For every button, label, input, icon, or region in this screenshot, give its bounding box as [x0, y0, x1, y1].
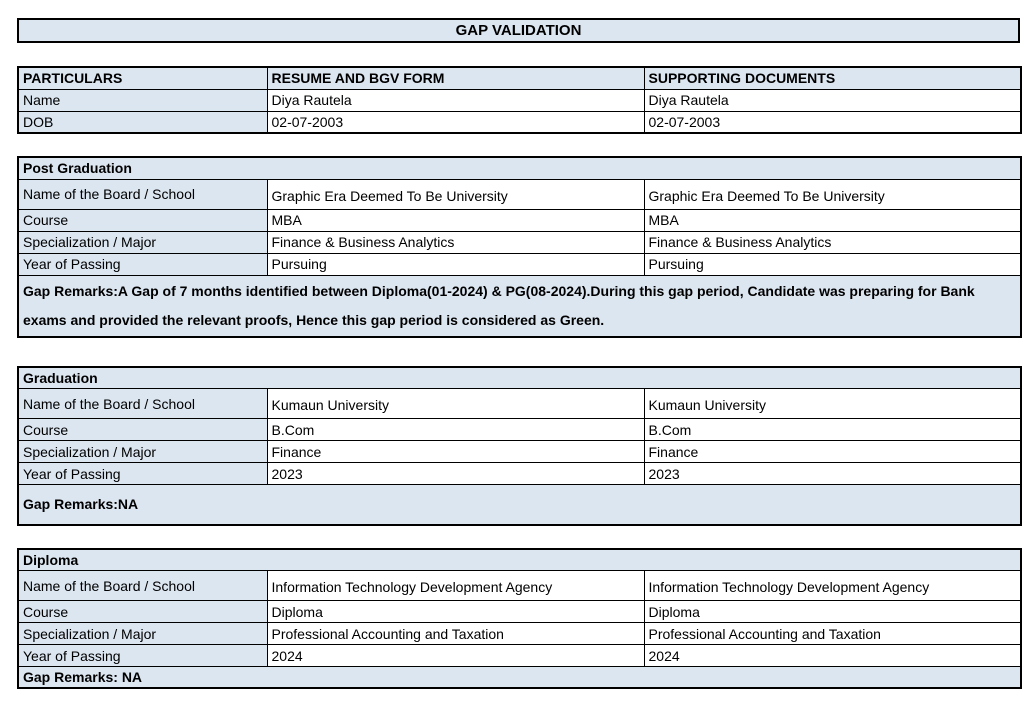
board-supporting-value: Kumaun University	[643, 388, 1022, 419]
row-label-name: Name	[17, 88, 268, 112]
year-supporting-value: 2023	[643, 462, 1022, 485]
specialization-resume-value: Professional Accounting and Taxation	[266, 622, 645, 645]
gap-remarks-post-graduation: Gap Remarks:A Gap of 7 months identified…	[17, 274, 1022, 337]
specialization-resume-value: Finance	[266, 440, 645, 463]
particulars-header-row: PARTICULARS RESUME AND BGV FORM SUPPORTI…	[17, 66, 1022, 90]
gap-remarks-diploma: Gap Remarks: NA	[17, 666, 1022, 689]
document-title-text: GAP VALIDATION	[455, 22, 582, 39]
table-row: Course MBA MBA	[17, 208, 1022, 232]
specialization-supporting-value: Professional Accounting and Taxation	[643, 622, 1022, 645]
specialization-resume-value: Finance & Business Analytics	[266, 230, 645, 254]
year-resume-value: Pursuing	[266, 252, 645, 276]
course-supporting-value: B.Com	[643, 418, 1022, 441]
row-label-board-school: Name of the Board / School	[17, 178, 268, 210]
board-resume-value: Information Technology Development Agenc…	[266, 570, 645, 601]
graduation-table: Graduation Name of the Board / School Ku…	[17, 365, 1023, 526]
course-resume-value: B.Com	[266, 418, 645, 441]
specialization-supporting-value: Finance & Business Analytics	[643, 230, 1022, 254]
table-row: Year of Passing Pursuing Pursuing	[17, 252, 1022, 276]
table-row: Specialization / Major Professional Acco…	[17, 622, 1022, 645]
course-supporting-value: Diploma	[643, 600, 1022, 623]
board-supporting-value: Information Technology Development Agenc…	[643, 570, 1022, 601]
row-label-course: Course	[17, 208, 268, 232]
document-title: GAP VALIDATION	[17, 18, 1020, 43]
table-row: Year of Passing 2023 2023	[17, 462, 1022, 485]
particulars-table: PARTICULARS RESUME AND BGV FORM SUPPORTI…	[17, 66, 1022, 134]
dob-supporting-value: 02-07-2003	[643, 110, 1022, 134]
row-label-year-of-passing: Year of Passing	[17, 462, 268, 485]
row-label-year-of-passing: Year of Passing	[17, 644, 268, 667]
table-row: DOB 02-07-2003 02-07-2003	[17, 110, 1022, 134]
table-row: Name Diya Rautela Diya Rautela	[17, 88, 1022, 112]
diploma-table: Diploma Name of the Board / School Infor…	[17, 547, 1023, 689]
gap-remarks-row: Gap Remarks:A Gap of 7 months identified…	[17, 274, 1022, 337]
post-graduation-table: Post Graduation Name of the Board / Scho…	[17, 156, 1023, 338]
name-resume-value: Diya Rautela	[266, 88, 645, 112]
column-header-resume-bgv: RESUME AND BGV FORM	[266, 66, 645, 90]
gap-remarks-graduation: Gap Remarks:NA	[17, 484, 1022, 525]
dob-resume-value: 02-07-2003	[266, 110, 645, 134]
section-title-post-graduation: Post Graduation	[17, 156, 1022, 180]
board-resume-value: Graphic Era Deemed To Be University	[266, 178, 645, 210]
row-label-board-school: Name of the Board / School	[17, 388, 268, 419]
year-resume-value: 2023	[266, 462, 645, 485]
year-resume-value: 2024	[266, 644, 645, 667]
row-label-year-of-passing: Year of Passing	[17, 252, 268, 276]
row-label-course: Course	[17, 600, 268, 623]
table-row: Specialization / Major Finance Finance	[17, 440, 1022, 463]
board-supporting-value: Graphic Era Deemed To Be University	[643, 178, 1022, 210]
row-label-course: Course	[17, 418, 268, 441]
column-header-supporting-docs: SUPPORTING DOCUMENTS	[643, 66, 1022, 90]
section-header-row: Graduation	[17, 366, 1022, 389]
section-title-diploma: Diploma	[17, 548, 1022, 571]
column-header-particulars: PARTICULARS	[17, 66, 268, 90]
gap-validation-document: GAP VALIDATION PARTICULARS RESUME AND BG…	[17, 18, 1023, 689]
row-label-specialization: Specialization / Major	[17, 622, 268, 645]
section-title-graduation: Graduation	[17, 366, 1022, 389]
row-label-specialization: Specialization / Major	[17, 230, 268, 254]
year-supporting-value: 2024	[643, 644, 1022, 667]
section-header-row: Post Graduation	[17, 156, 1022, 180]
table-row: Name of the Board / School Graphic Era D…	[17, 178, 1022, 210]
gap-remarks-row: Gap Remarks: NA	[17, 666, 1022, 689]
table-row: Name of the Board / School Kumaun Univer…	[17, 388, 1022, 419]
gap-remarks-row: Gap Remarks:NA	[17, 484, 1022, 525]
table-row: Course B.Com B.Com	[17, 418, 1022, 441]
course-resume-value: MBA	[266, 208, 645, 232]
specialization-supporting-value: Finance	[643, 440, 1022, 463]
course-resume-value: Diploma	[266, 600, 645, 623]
row-label-board-school: Name of the Board / School	[17, 570, 268, 601]
row-label-specialization: Specialization / Major	[17, 440, 268, 463]
board-resume-value: Kumaun University	[266, 388, 645, 419]
name-supporting-value: Diya Rautela	[643, 88, 1022, 112]
section-header-row: Diploma	[17, 548, 1022, 571]
table-row: Course Diploma Diploma	[17, 600, 1022, 623]
table-row: Name of the Board / School Information T…	[17, 570, 1022, 601]
course-supporting-value: MBA	[643, 208, 1022, 232]
table-row: Year of Passing 2024 2024	[17, 644, 1022, 667]
row-label-dob: DOB	[17, 110, 268, 134]
table-row: Specialization / Major Finance & Busines…	[17, 230, 1022, 254]
year-supporting-value: Pursuing	[643, 252, 1022, 276]
